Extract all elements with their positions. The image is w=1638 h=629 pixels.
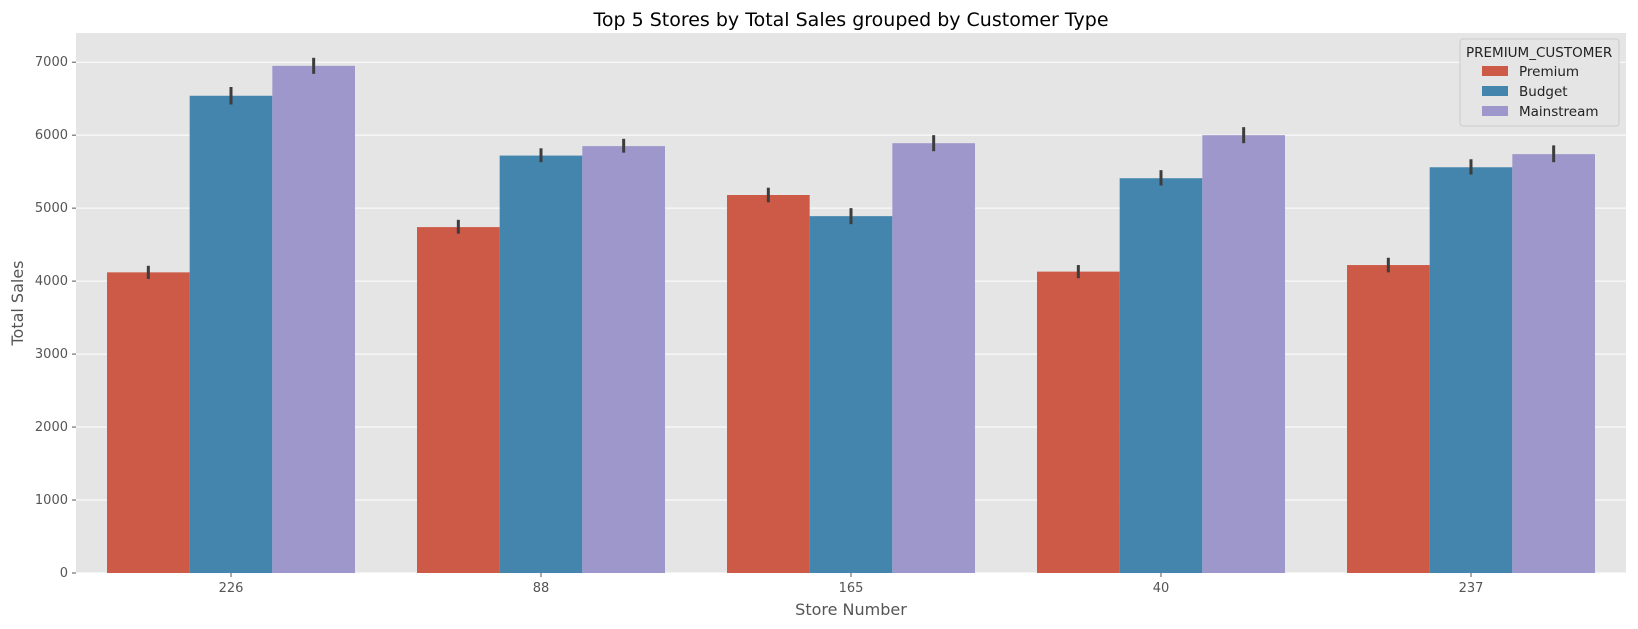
y-axis-label: Total Sales [8,260,27,346]
bar-mainstream-165 [892,143,975,573]
x-tick-label: 237 [1459,581,1484,596]
y-tick-label: 6000 [35,128,68,143]
x-tick-label: 40 [1153,581,1170,596]
legend-swatch-budget [1482,86,1508,96]
tick-labels: 0 1000 2000 3000 4000 5000 6000 7000 226 88 165 40 2… [35,55,1484,596]
legend-swatch-mainstream [1482,106,1508,116]
legend-label-mainstream: Mainstream [1519,104,1599,120]
y-tick-label: 3000 [35,347,68,362]
chart-title: Top 5 Stores by Total Sales grouped by C… [592,9,1108,31]
x-tick-label: 88 [533,581,550,596]
bar-premium-40 [1037,271,1120,573]
bar-budget-237 [1429,167,1513,573]
bars [107,57,1595,574]
bar-budget-165 [809,216,893,573]
x-axis-label: Store Number [795,600,907,619]
y-tick-label: 4000 [35,274,68,289]
legend-label-budget: Budget [1519,84,1568,100]
legend-box [1459,38,1620,127]
legend: PREMIUM_CUSTOMER Premium Budget Mainstream [1459,38,1620,127]
bar-premium-226 [107,272,190,573]
legend-label-premium: Premium [1519,64,1579,80]
y-tick-label: 7000 [35,55,68,70]
bar-budget-88 [499,155,583,573]
bar-budget-226 [189,95,273,573]
bar-premium-237 [1347,265,1430,573]
legend-title: PREMIUM_CUSTOMER [1466,45,1612,61]
y-tick-label: 1000 [35,493,68,508]
bar-budget-40 [1119,178,1203,573]
y-tick-label: 5000 [35,201,68,216]
bar-mainstream-226 [272,65,355,574]
bar-premium-165 [727,195,810,573]
legend-swatch-premium [1482,66,1508,76]
bar-premium-88 [417,227,500,574]
y-tick-label: 2000 [35,420,68,435]
bar-mainstream-88 [582,146,665,574]
bar-mainstream-40 [1202,135,1285,573]
x-tick-label: 165 [839,581,864,596]
bar-mainstream-237 [1512,154,1595,573]
x-tick-label: 226 [219,581,244,596]
y-tick-label: 0 [60,566,68,581]
